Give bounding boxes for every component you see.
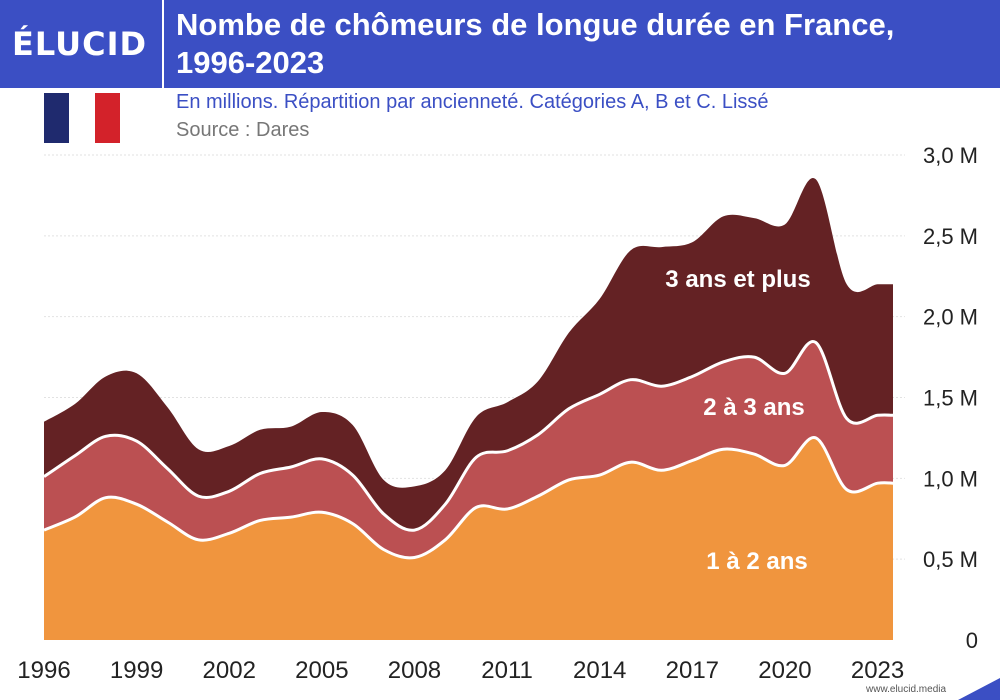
- x-tick-label: 1996: [17, 657, 70, 684]
- x-tick-label: 2014: [573, 657, 626, 684]
- y-tick-label: 3,0 M: [923, 143, 978, 168]
- header-bar: [0, 0, 1000, 88]
- area-layers: [44, 177, 893, 640]
- y-axis-labels: 0 0,5 M 1,0 M 1,5 M 2,0 M 2,5 M 3,0 M: [923, 143, 978, 653]
- series-label: 3 ans et plus: [665, 266, 810, 293]
- flag-stripe-white: [69, 93, 95, 143]
- chart-title-line2: 1996-2023: [176, 45, 325, 80]
- series-label: 2 à 3 ans: [703, 394, 804, 421]
- x-tick-label: 2008: [388, 657, 441, 684]
- x-tick-label: 2002: [203, 657, 256, 684]
- y-tick-label: 1,5 M: [923, 386, 978, 411]
- footer-triangle-icon: [958, 678, 1000, 700]
- y-tick-label: 2,0 M: [923, 305, 978, 330]
- area-layer-1: [44, 437, 893, 640]
- layer-boundaries: [43, 340, 894, 560]
- x-tick-label: 2017: [666, 657, 719, 684]
- footer-url: www.elucid.media: [866, 684, 947, 695]
- series-labels: 1 à 2 ans 2 à 3 ans 3 ans et plus: [665, 266, 810, 575]
- x-tick-label: 2023: [851, 657, 904, 684]
- x-axis-labels: 1996 1999 2002 2005 2008 2011 2014 2017 2020 2023: [17, 657, 904, 684]
- y-tick-label: 2,5 M: [923, 224, 978, 249]
- layer-boundary: [43, 436, 894, 560]
- chart-subtitle: En millions. Répartition par ancienneté.…: [176, 91, 769, 113]
- header-divider: [162, 0, 164, 88]
- y-tick-label: 1,0 M: [923, 466, 978, 491]
- flag-stripe-blue: [44, 93, 70, 143]
- layer-boundary: [43, 340, 894, 532]
- x-tick-label: 2011: [481, 657, 533, 684]
- x-tick-label: 1999: [110, 657, 163, 684]
- y-tick-label: 0,5 M: [923, 547, 978, 572]
- chart-source: Source : Dares: [176, 119, 310, 141]
- x-tick-label: 2005: [295, 657, 348, 684]
- flag-stripe-red: [94, 93, 120, 143]
- series-label: 1 à 2 ans: [706, 548, 807, 575]
- elucid-logo: ÉLUCID: [12, 22, 152, 66]
- y-tick-label: 0: [966, 628, 978, 653]
- logo-text: ÉLUCID: [12, 25, 148, 63]
- chart-title-line1: Nombe de chômeurs de longue durée en Fra…: [176, 7, 895, 42]
- france-flag-icon: [44, 93, 120, 143]
- chart-title: Nombe de chômeurs de longue durée en Fra…: [176, 6, 976, 82]
- x-tick-label: 2020: [758, 657, 811, 684]
